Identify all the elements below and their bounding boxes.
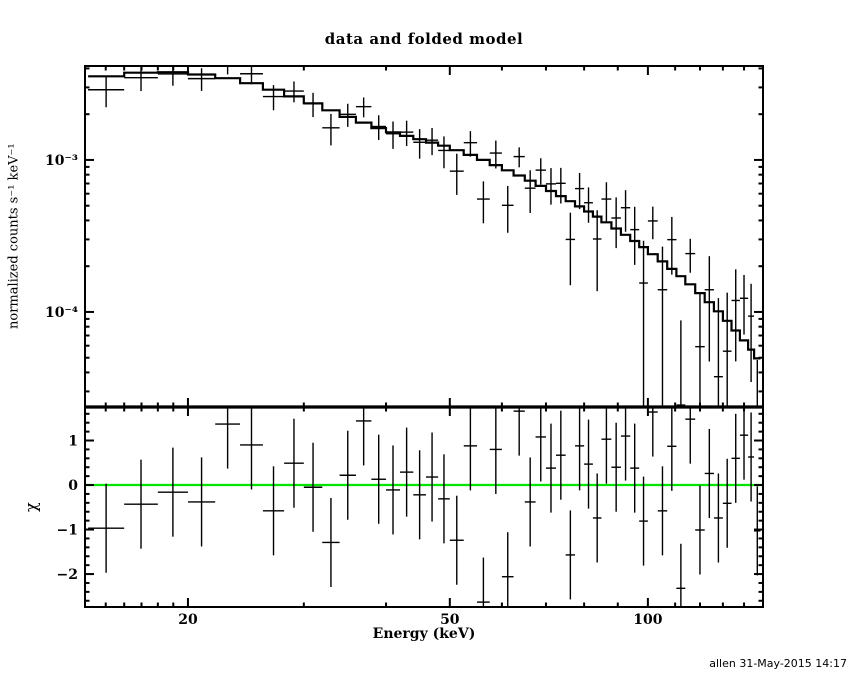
model-step-line xyxy=(88,71,761,360)
x-tick-label: 50 xyxy=(440,612,460,628)
x-tick-label: 100 xyxy=(633,612,662,628)
y-tick-label: 10⁻⁴ xyxy=(45,305,78,321)
panel-frames xyxy=(84,65,764,608)
x-axis-label: Energy (keV) xyxy=(372,626,476,642)
x-tick-label: 20 xyxy=(178,612,198,628)
plot-title: data and folded model xyxy=(324,30,524,48)
axis-ticks xyxy=(85,66,763,607)
chi-tick-label: 0 xyxy=(68,478,78,494)
tick-labels: 20 50 100 10⁻³ 10⁻⁴ 1 0 −1 −2 xyxy=(45,153,663,628)
y-tick-label: 10⁻³ xyxy=(45,153,78,169)
chi-tick-label: −2 xyxy=(57,567,78,583)
chi-tick-label: −1 xyxy=(57,523,78,539)
residual-points xyxy=(88,407,761,607)
plot-credit: allen 31-May-2015 14:17 xyxy=(709,657,847,670)
chi-tick-label: 1 xyxy=(68,434,78,450)
